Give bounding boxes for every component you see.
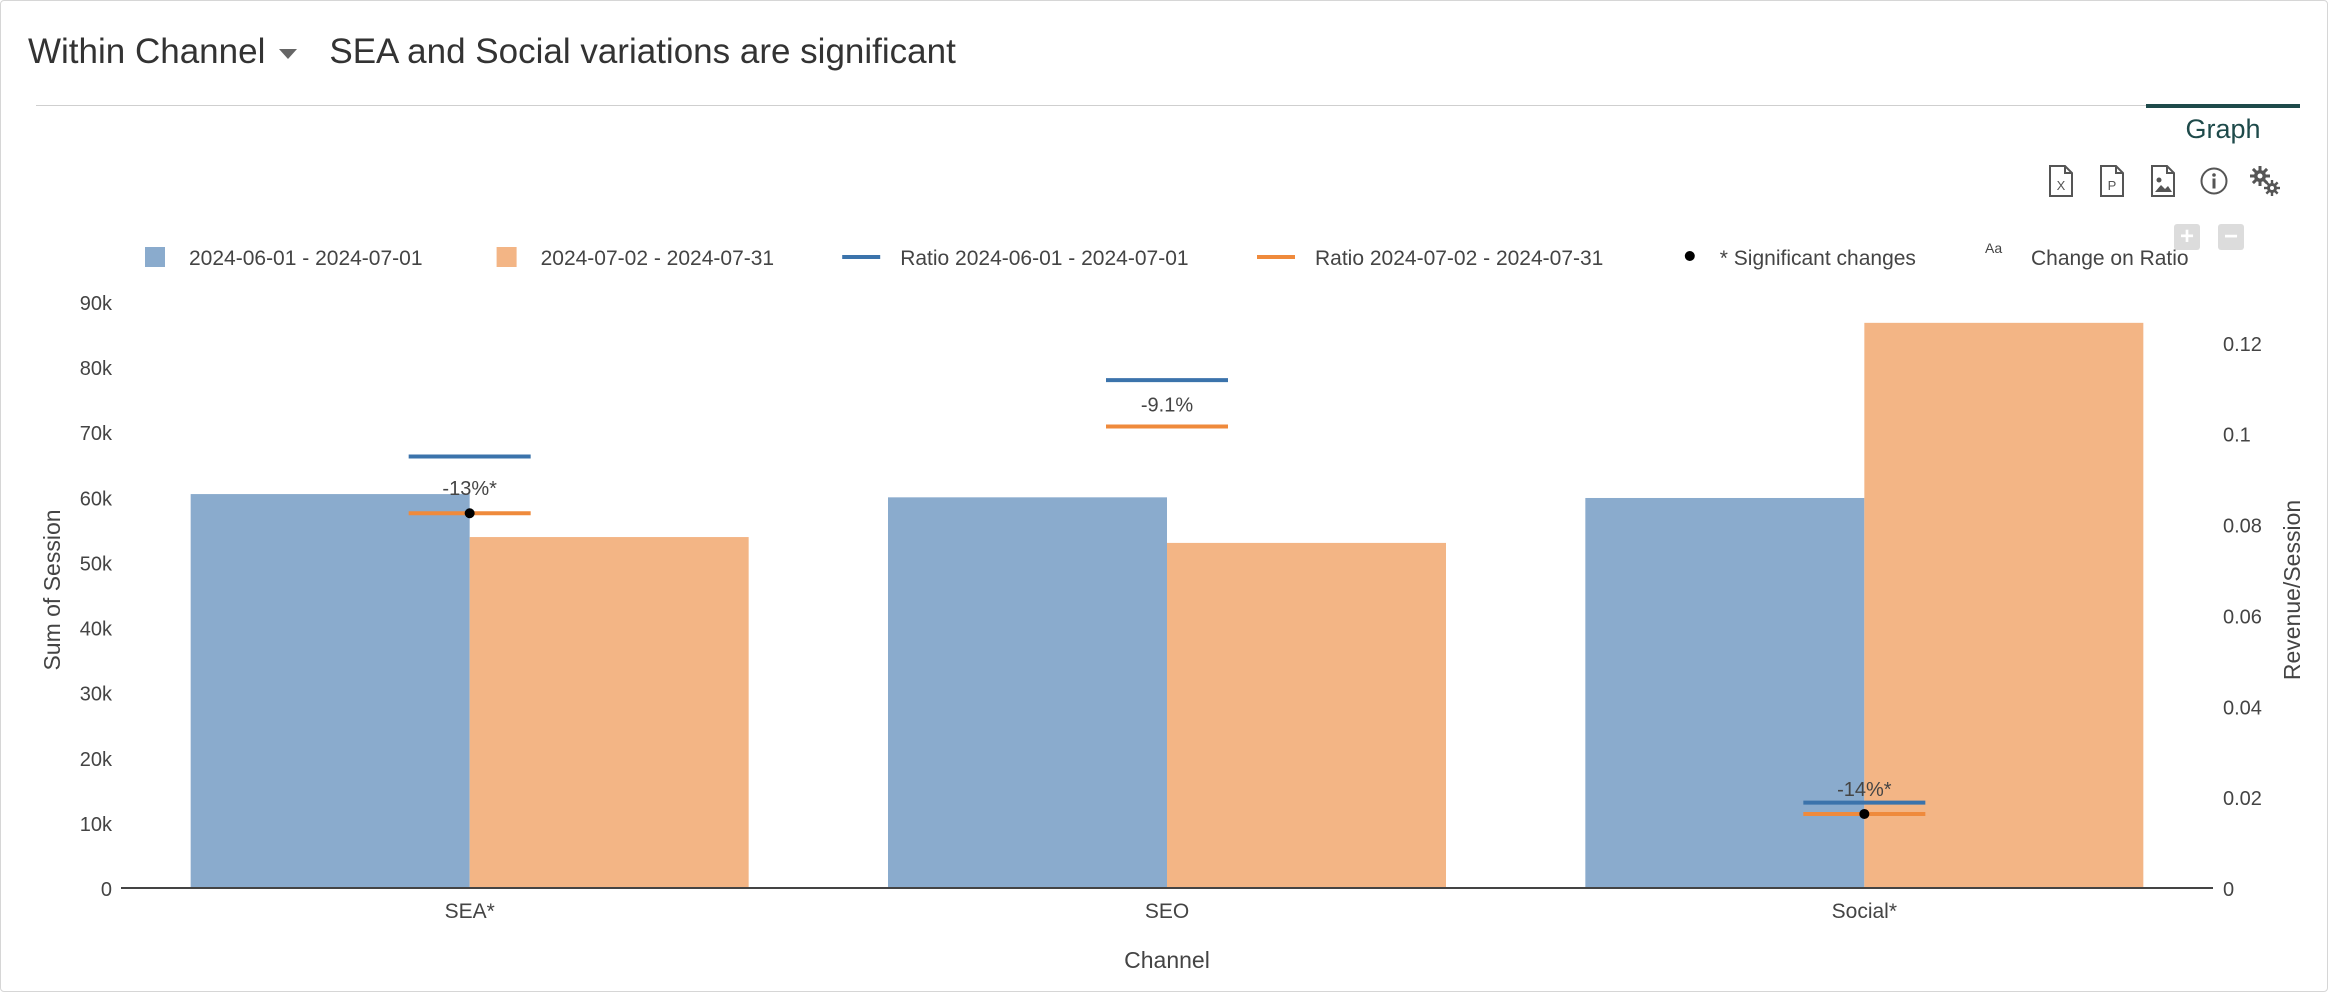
y2-tick-label: 0.12 — [2223, 334, 2262, 356]
image-export-icon — [2151, 165, 2175, 197]
chart-header: Within Channel SEA and Social variations… — [28, 24, 956, 80]
excel-export-button[interactable]: X — [2044, 162, 2078, 200]
pdf-export-button[interactable]: P — [2095, 162, 2129, 200]
svg-text:X: X — [2057, 178, 2066, 193]
legend-dot — [1684, 251, 1695, 261]
pdf-export-icon: P — [2100, 165, 2124, 197]
settings-button[interactable] — [2248, 162, 2282, 200]
y2-tick-label: 0.1 — [2223, 425, 2251, 447]
y-axis-ticks: 0 10k 20k 30k 40k 50k 60k 70k 80k 90k — [80, 293, 113, 901]
zoom-out-button[interactable]: − — [2218, 224, 2244, 250]
significance-marker — [464, 508, 475, 519]
y2-tick-label: 0.04 — [2223, 697, 2262, 719]
svg-text:P: P — [2108, 178, 2117, 193]
bars — [190, 322, 2144, 888]
chart-legend: 2024-06-01 - 2024-07-01 2024-07-02 - 2024… — [145, 240, 2189, 270]
legend-symbol: Aa — [1985, 240, 2002, 256]
y-tick-label: 70k — [80, 423, 113, 445]
bar — [190, 494, 470, 888]
change-label: -14%* — [1837, 779, 1892, 801]
significance-marker — [1859, 808, 1870, 819]
bar — [469, 537, 749, 888]
y2-tick-label: 0.06 — [2223, 606, 2262, 628]
y2-tick-label: 0.08 — [2223, 516, 2262, 538]
zoom-controls: + − — [2174, 224, 2244, 250]
channel-dropdown[interactable]: Within Channel — [28, 32, 298, 72]
x-tick-label: SEO — [1145, 900, 1189, 923]
bar — [1585, 497, 1865, 888]
bar — [888, 497, 1167, 888]
y-tick-label: 10k — [80, 814, 113, 836]
ratio-lines: -13%* -9.1% -14%* — [408, 378, 1926, 819]
settings-icon — [2250, 166, 2280, 196]
y-tick-label: 50k — [80, 553, 113, 575]
channel-dropdown-label: Within Channel — [28, 32, 266, 71]
x-axis-ticks: SEA* SEO Social* — [445, 900, 1897, 923]
x-axis-title: Channel — [1124, 947, 1210, 973]
legend-label: Ratio 2024-06-01 - 2024-07-01 — [900, 247, 1188, 270]
y2-axis-title: Revenue/Session — [2279, 500, 2305, 680]
page-title: SEA and Social variations are significan… — [329, 32, 956, 71]
info-icon — [2200, 167, 2228, 195]
legend-swatch — [496, 247, 517, 267]
chevron-down-icon — [279, 49, 298, 59]
legend-label: 2024-06-01 - 2024-07-01 — [189, 247, 423, 270]
legend-swatch — [145, 247, 165, 267]
y-tick-label: 90k — [80, 293, 113, 315]
legend-label: Change on Ratio — [2031, 247, 2189, 270]
legend-label: 2024-07-02 - 2024-07-31 — [541, 247, 775, 270]
tab-graph[interactable]: Graph — [2146, 104, 2300, 150]
legend-label: Ratio 2024-07-02 - 2024-07-31 — [1315, 247, 1603, 270]
info-button[interactable] — [2197, 162, 2231, 200]
header-divider — [36, 105, 2300, 106]
x-tick-label: SEA* — [445, 900, 495, 923]
y2-tick-label: 0.02 — [2223, 788, 2262, 810]
export-toolbar: X P — [2044, 162, 2282, 200]
change-label: -9.1% — [1141, 394, 1193, 416]
y-tick-label: 40k — [80, 619, 113, 641]
y-tick-label: 30k — [80, 684, 113, 706]
bar — [1167, 542, 1446, 888]
y-tick-label: 60k — [80, 488, 113, 510]
y-tick-label: 0 — [101, 879, 112, 901]
y-tick-label: 20k — [80, 749, 113, 771]
x-tick-label: Social* — [1832, 900, 1897, 923]
y2-tick-label: 0 — [2223, 879, 2234, 901]
zoom-in-button[interactable]: + — [2174, 224, 2200, 250]
y-axis-title: Sum of Session — [39, 509, 65, 670]
y2-axis-ticks: 0 0.02 0.04 0.06 0.08 0.1 0.12 — [2223, 334, 2262, 901]
bar — [1864, 322, 2144, 888]
image-export-button[interactable] — [2146, 162, 2180, 200]
legend-label: * Significant changes — [1720, 247, 1916, 270]
excel-export-icon: X — [2049, 165, 2073, 197]
change-label: -13%* — [442, 478, 497, 500]
y-tick-label: 80k — [80, 358, 113, 380]
